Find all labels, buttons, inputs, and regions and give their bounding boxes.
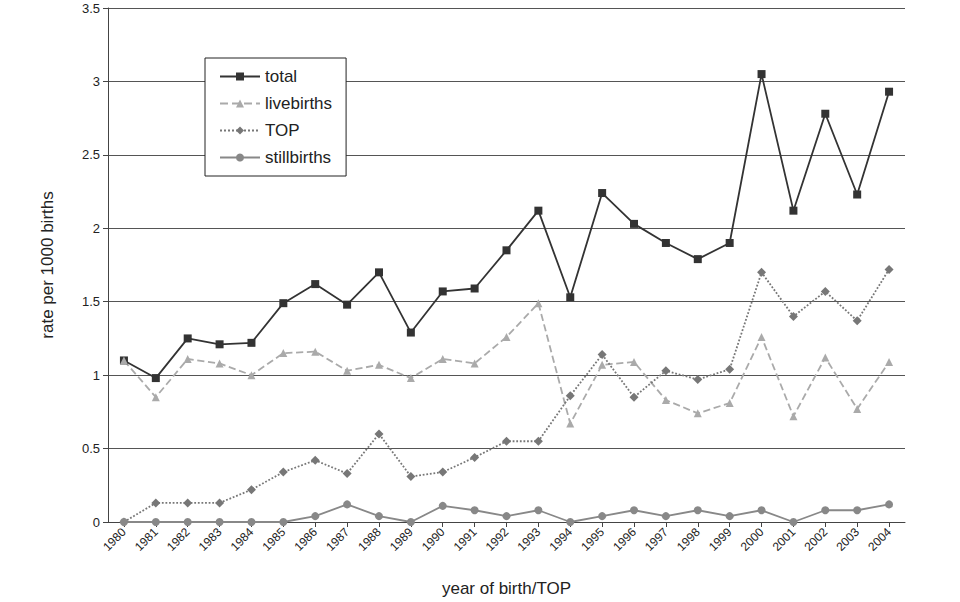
svg-text:3: 3 [93,74,100,89]
svg-text:1987: 1987 [323,525,352,554]
svg-text:TOP: TOP [265,121,300,140]
svg-text:livebirths: livebirths [265,94,332,113]
svg-text:3.5: 3.5 [82,1,100,16]
svg-text:2002: 2002 [801,525,830,554]
svg-text:1998: 1998 [674,525,703,554]
svg-text:2003: 2003 [833,525,862,554]
svg-text:1991: 1991 [451,525,480,554]
svg-text:1996: 1996 [610,525,639,554]
svg-text:rate per 1000 births: rate per 1000 births [38,191,57,338]
svg-text:0: 0 [93,515,100,530]
svg-text:1989: 1989 [387,525,416,554]
svg-text:2001: 2001 [770,525,799,554]
svg-text:1983: 1983 [196,525,225,554]
svg-text:1981: 1981 [132,525,161,554]
svg-text:2004: 2004 [865,525,894,554]
svg-text:1997: 1997 [642,525,671,554]
svg-text:0.5: 0.5 [82,441,100,456]
svg-text:1988: 1988 [355,525,384,554]
svg-text:1986: 1986 [291,525,320,554]
svg-text:1995: 1995 [578,525,607,554]
svg-text:year of birth/TOP: year of birth/TOP [442,579,571,598]
svg-text:1980: 1980 [100,525,129,554]
svg-text:1982: 1982 [164,525,193,554]
svg-text:1985: 1985 [260,525,289,554]
svg-text:stillbirths: stillbirths [265,148,331,167]
svg-text:2: 2 [93,221,100,236]
svg-text:2000: 2000 [738,525,767,554]
svg-text:1994: 1994 [546,525,575,554]
svg-text:1.5: 1.5 [82,294,100,309]
svg-text:total: total [265,67,297,86]
svg-text:1993: 1993 [515,525,544,554]
svg-text:1: 1 [93,368,100,383]
svg-text:2.5: 2.5 [82,147,100,162]
svg-text:1992: 1992 [483,525,512,554]
svg-text:1984: 1984 [228,525,257,554]
svg-text:1990: 1990 [419,525,448,554]
svg-text:1999: 1999 [706,525,735,554]
